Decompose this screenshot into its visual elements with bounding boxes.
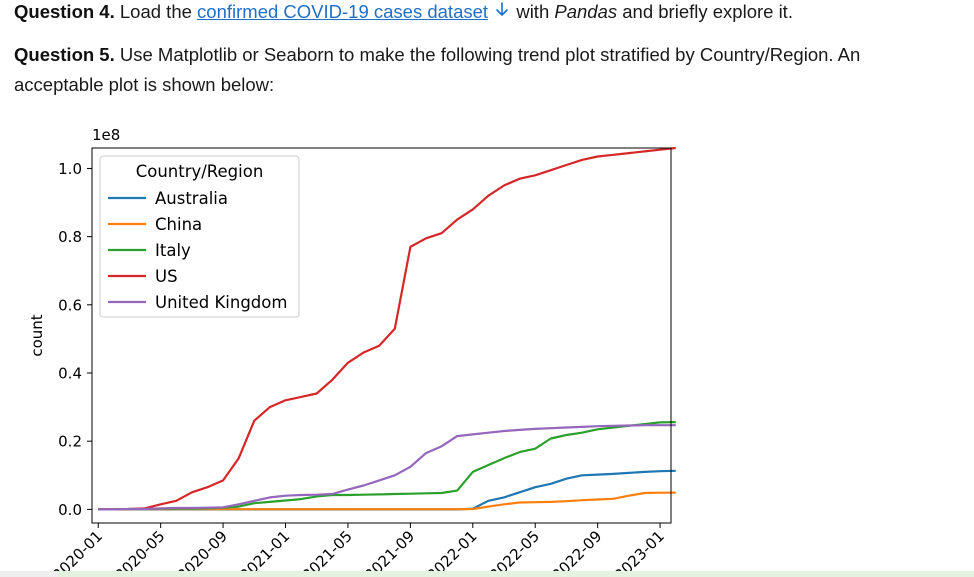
x-tick-label: 2022-09 <box>548 527 605 577</box>
x-tick-label: 2022-01 <box>424 527 481 577</box>
question-4: Question 4. Load the confirmed COVID-19 … <box>14 0 793 27</box>
download-arrow-icon[interactable] <box>493 0 511 27</box>
question-5: Question 5. Use Matplotlib or Seaborn to… <box>14 40 954 100</box>
x-tick-label: 2021-09 <box>361 527 418 577</box>
x-tick-label: 2020-01 <box>49 527 106 577</box>
y-tick-label: 1.0 <box>58 160 82 178</box>
x-tick-label: 2021-05 <box>299 527 356 577</box>
question-4-label: Question 4. <box>14 1 115 22</box>
y-offset-label: 1e8 <box>92 126 120 144</box>
x-tick-label: 2021-01 <box>236 527 293 577</box>
question-5-text: Use Matplotlib or Seaborn to make the fo… <box>14 44 861 95</box>
legend-label: US <box>155 267 178 286</box>
series-line-us <box>98 146 676 511</box>
question-4-text-after: and briefly explore it. <box>617 1 793 22</box>
legend-label: Italy <box>155 241 191 260</box>
question-4-text-mid: with <box>511 1 555 22</box>
x-tick-label: 2023-01 <box>611 527 668 577</box>
dataset-link[interactable]: confirmed COVID-19 cases dataset <box>197 1 489 22</box>
x-tick-label: 2020-05 <box>111 527 168 577</box>
legend-label: Australia <box>155 189 228 208</box>
y-tick-label: 0.2 <box>58 433 82 451</box>
trend-chart: 0.0 0.2 0.4 0.6 0.8 1.0 1e8 count 2020-01 2020-05… <box>28 126 676 577</box>
question-5-label: Question 5. <box>14 44 115 65</box>
legend-label: United Kingdom <box>155 293 287 312</box>
y-tick-label: 0.8 <box>58 228 82 246</box>
y-axis-label: count <box>28 314 46 356</box>
y-tick-label: 0.6 <box>58 296 82 314</box>
y-tick-label: 0.0 <box>58 501 82 519</box>
question-4-text-before: Load the <box>114 1 198 22</box>
pandas-text: Pandas <box>554 1 618 22</box>
footer-strip <box>58 571 974 577</box>
series-line-united-kingdom <box>98 424 676 511</box>
x-tick-label: 2020-09 <box>174 527 231 577</box>
legend-box <box>99 155 300 318</box>
legend-title: Country/Region <box>136 162 264 181</box>
x-tick-label: 2022-05 <box>486 527 543 577</box>
y-tick-label: 0.4 <box>58 365 82 383</box>
plot-frame <box>91 147 672 524</box>
footer-strip-left <box>0 571 58 577</box>
series-line-australia <box>98 469 676 511</box>
legend-label: China <box>155 215 202 234</box>
